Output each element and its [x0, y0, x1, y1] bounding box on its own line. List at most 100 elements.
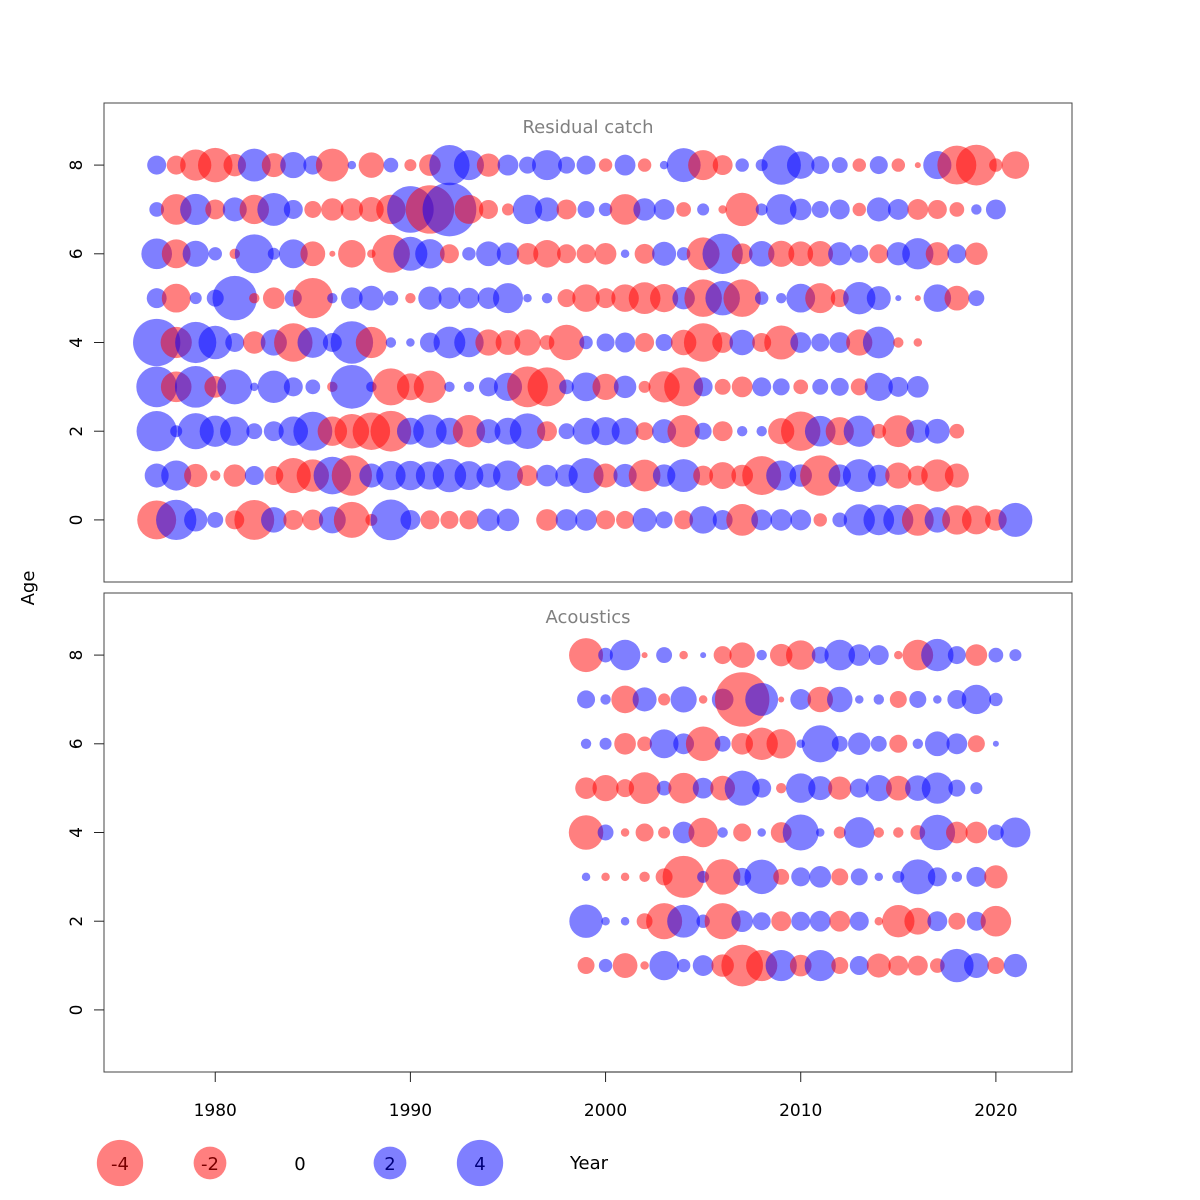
- residual-bubble: [679, 650, 688, 660]
- residual-bubble: [458, 287, 480, 309]
- residual-bubble: [862, 326, 895, 359]
- residual-bubble: [961, 505, 991, 535]
- residual-bubble: [283, 199, 303, 219]
- residual-bubble: [1003, 953, 1028, 978]
- residual-bubble: [947, 689, 967, 709]
- residual-bubble: [571, 372, 601, 402]
- residual-bubble: [812, 378, 829, 395]
- residual-bubble: [534, 197, 560, 222]
- residual-bubble: [688, 817, 718, 848]
- residual-bubble: [548, 324, 585, 361]
- residual-bubble: [655, 511, 673, 529]
- residual-bubble: [987, 824, 1004, 841]
- residual-bubble: [692, 777, 714, 799]
- residual-bubble: [420, 510, 440, 530]
- residual-bubble: [372, 368, 410, 406]
- residual-bubble: [454, 461, 484, 490]
- residual-bubble: [869, 244, 889, 264]
- residual-bubble: [413, 414, 447, 448]
- residual-bubble: [866, 197, 891, 222]
- residual-bubble: [815, 828, 825, 837]
- residual-bubble: [786, 151, 815, 179]
- residual-bubble: [849, 778, 869, 798]
- residual-bubble: [768, 240, 795, 267]
- residual-bubble: [683, 323, 723, 362]
- residual-bubble: [662, 855, 705, 898]
- residual-bubble: [263, 421, 284, 442]
- residual-bubble: [370, 410, 412, 452]
- residual-bubble: [842, 459, 876, 493]
- residual-bubble: [744, 859, 779, 895]
- residual-bubble: [620, 249, 630, 259]
- residual-bubble: [955, 144, 997, 186]
- residual-bubble: [220, 416, 250, 446]
- residual-bubble: [966, 866, 987, 887]
- residual-bubble: [925, 242, 949, 266]
- residual-bubble: [998, 502, 1033, 537]
- residual-bubble: [676, 958, 691, 973]
- residual-bubble: [579, 335, 593, 350]
- residual-bubble: [244, 466, 264, 486]
- residual-bubble: [280, 151, 307, 179]
- residual-bubble: [592, 373, 619, 400]
- residual-bubble: [927, 199, 947, 219]
- residual-bubble: [569, 638, 604, 673]
- residual-bubble: [714, 735, 731, 752]
- residual-bubble: [632, 687, 657, 712]
- residual-bubble: [237, 148, 271, 182]
- residual-bubble: [572, 417, 600, 445]
- residual-bubble: [786, 773, 816, 803]
- residual-bubble: [754, 291, 769, 305]
- residual-bubble: [811, 200, 829, 218]
- residual-bubble: [297, 327, 329, 358]
- residual-bubble: [658, 693, 671, 706]
- residual-bubble: [948, 912, 966, 930]
- residual-bubble: [966, 911, 986, 931]
- residual-bubble: [462, 247, 476, 261]
- panel-title: Acoustics: [545, 607, 630, 628]
- residual-bubble: [848, 732, 871, 756]
- residual-bubble: [850, 868, 868, 886]
- residual-bubble: [383, 290, 399, 306]
- y-tick-label: 0: [67, 514, 87, 525]
- residual-bubble: [717, 827, 728, 838]
- residual-bubble: [340, 198, 364, 221]
- residual-bubble: [829, 910, 851, 932]
- residual-bubble: [829, 199, 850, 220]
- residual-bubble: [772, 378, 790, 396]
- residual-bubble: [786, 640, 816, 670]
- residual-bubble: [832, 512, 848, 528]
- residual-bubble: [596, 333, 615, 352]
- residual-bubble: [541, 292, 553, 304]
- residual-bubble: [712, 421, 733, 442]
- residual-bubble: [776, 782, 787, 794]
- residual-bubble: [849, 956, 869, 976]
- residual-bubble: [656, 647, 673, 664]
- residual-bubble: [569, 904, 603, 938]
- residual-bubble: [729, 642, 755, 668]
- residual-bubble: [558, 156, 576, 174]
- legend-label: -2: [201, 1154, 219, 1175]
- residual-bubble: [331, 455, 373, 496]
- residual-bubble: [735, 158, 749, 172]
- residual-bubble: [454, 327, 484, 358]
- x-tick-label: 1990: [389, 1101, 432, 1121]
- residual-bubble: [439, 244, 459, 264]
- y-axis-title: Age: [18, 571, 39, 606]
- residual-bubble: [359, 463, 384, 488]
- residual-bubble: [726, 504, 759, 536]
- legend-bubble: [96, 1139, 144, 1187]
- residual-bubble: [613, 375, 637, 399]
- residual-bubble: [927, 867, 947, 887]
- legend-label: 4: [474, 1154, 485, 1175]
- residual-bubble: [713, 646, 732, 665]
- residual-bubble: [358, 285, 384, 311]
- x-tick-label: 2010: [779, 1101, 822, 1121]
- residual-bubble: [751, 509, 773, 531]
- residual-bubble: [492, 460, 524, 491]
- residual-bubble: [729, 329, 755, 356]
- residual-bubble: [676, 202, 691, 217]
- residual-bubble: [601, 916, 610, 926]
- residual-bubble: [921, 459, 954, 492]
- residual-bubble: [635, 823, 654, 842]
